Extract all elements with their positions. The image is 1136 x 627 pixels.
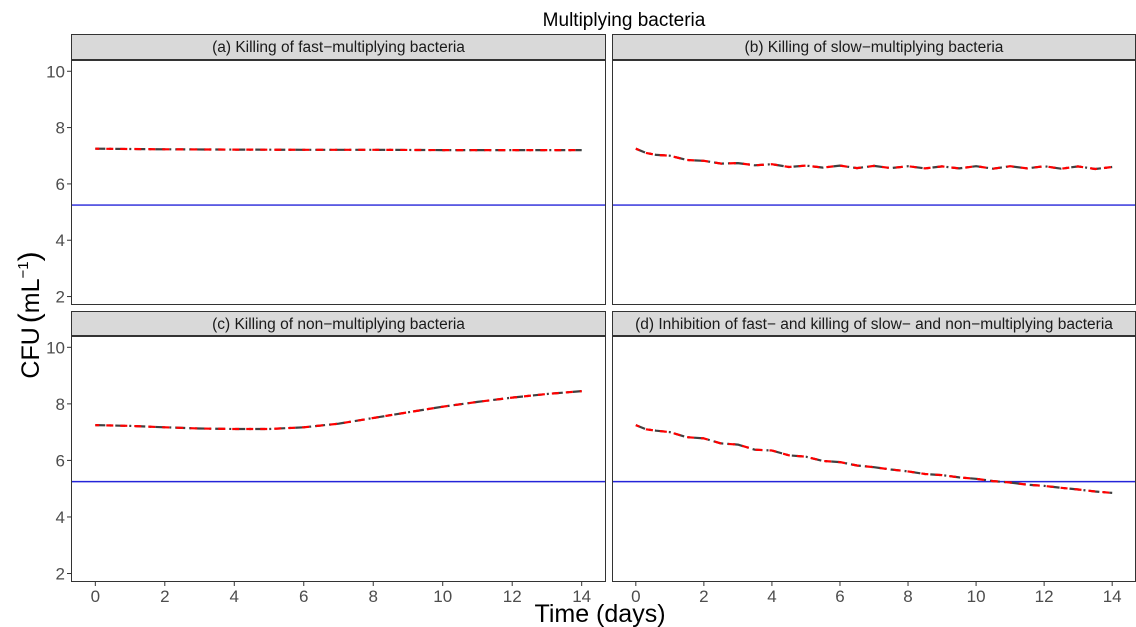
panel-a-y-tick-label: 8 bbox=[56, 119, 65, 138]
panel-a: (a) Killing of fast−multiplying bacteria… bbox=[46, 34, 606, 307]
panel-c-y-tick-label: 6 bbox=[56, 451, 65, 470]
panel-a-y-tick-label: 4 bbox=[56, 231, 65, 250]
panel-c-y-tick-label: 10 bbox=[46, 338, 65, 357]
panel-d: (d) Inhibition of fast− and killing of s… bbox=[612, 311, 1136, 606]
panel-c-series-red bbox=[95, 390, 582, 431]
panel-c-y-tick-label: 8 bbox=[56, 395, 65, 414]
panel-c-x-tick-label: 2 bbox=[160, 587, 169, 606]
panel-d-series-red bbox=[635, 424, 1113, 494]
panel-c-frame bbox=[71, 336, 606, 582]
x-axis-label: Time (days) bbox=[534, 600, 665, 627]
panel-d-strip bbox=[612, 311, 1136, 336]
panel-c-x-tick-label: 8 bbox=[369, 587, 378, 606]
panel-c-title: (c) Killing of non−multiplying bacteria bbox=[212, 316, 465, 333]
panel-c-x-tick-label: 12 bbox=[503, 587, 522, 606]
panel-c-strip bbox=[71, 311, 606, 336]
panel-b-title: (b) Killing of slow−multiplying bacteria bbox=[745, 39, 1004, 56]
y-axis-label-exponent: −1 bbox=[15, 261, 32, 278]
panel-d-frame bbox=[612, 336, 1136, 582]
panel-d-x-tick-label: 2 bbox=[699, 587, 708, 606]
panel-c-y-tick-label: 4 bbox=[56, 508, 65, 527]
y-axis-label-main: CFU bbox=[17, 327, 45, 378]
panel-c-y-tick-label: 2 bbox=[56, 565, 65, 584]
panel-b-strip bbox=[612, 34, 1136, 60]
panel-d-x-tick-label: 10 bbox=[967, 587, 986, 606]
panel-b-frame bbox=[612, 60, 1136, 305]
panel-c-x-tick-label: 10 bbox=[433, 587, 452, 606]
panel-a-y-tick-label: 10 bbox=[46, 62, 65, 81]
panel-d-x-tick-label: 0 bbox=[631, 587, 640, 606]
panel-d-x-tick-label: 4 bbox=[767, 587, 776, 606]
panel-c-x-tick-label: 4 bbox=[230, 587, 239, 606]
y-axis-label-paren-close: ) bbox=[13, 251, 46, 261]
panel-d-x-tick-label: 8 bbox=[903, 587, 912, 606]
panel-d-x-tick-label: 6 bbox=[835, 587, 844, 606]
panel-a-y-tick-label: 2 bbox=[56, 288, 65, 307]
panel-d-title: (d) Inhibition of fast− and killing of s… bbox=[635, 316, 1113, 333]
y-axis-label-unit: mL bbox=[17, 278, 45, 313]
panel-a-title: (a) Killing of fast−multiplying bacteria bbox=[212, 39, 465, 56]
panel-a-y-tick-label: 6 bbox=[56, 175, 65, 194]
panel-d-x-tick-label: 14 bbox=[1103, 587, 1122, 606]
panel-d-x-tick-label: 12 bbox=[1035, 587, 1054, 606]
svg-text:CFU(mL−1): CFU (mL−1) bbox=[13, 251, 46, 378]
facet-panels: (a) Killing of fast−multiplying bacteria… bbox=[46, 34, 1136, 606]
panel-a-series-red bbox=[95, 147, 582, 152]
panel-b-series-dark bbox=[635, 147, 1113, 171]
panel-c-x-tick-label: 6 bbox=[299, 587, 308, 606]
panel-c: (c) Killing of non−multiplying bacteria 2… bbox=[46, 311, 606, 606]
panel-c-x-tick-label: 14 bbox=[572, 587, 591, 606]
panel-a-frame bbox=[71, 60, 606, 305]
panel-b: (b) Killing of slow−multiplying bacteria bbox=[612, 34, 1136, 305]
y-axis-label: CFU (mL−1) bbox=[13, 251, 46, 378]
panel-a-strip bbox=[71, 34, 606, 60]
panel-c-x-tick-label: 0 bbox=[91, 587, 100, 606]
y-axis-label-paren-open: ( bbox=[13, 313, 46, 323]
figure-title: Multiplying bacteria bbox=[543, 10, 706, 31]
